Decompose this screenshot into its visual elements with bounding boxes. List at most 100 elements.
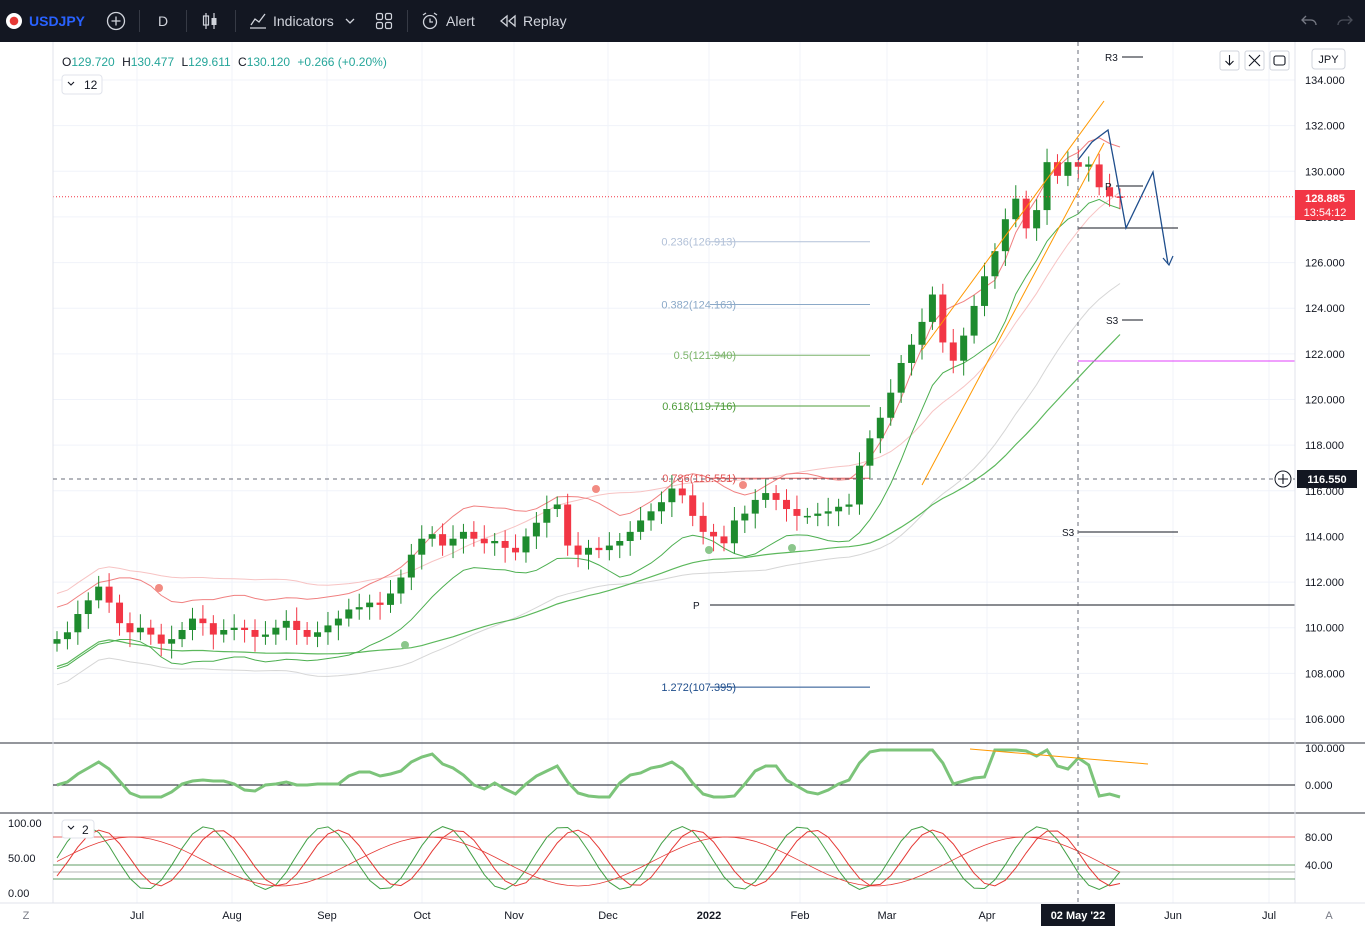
price-tick-label: 118.000 xyxy=(1305,440,1344,452)
pivot-label: S3 xyxy=(1106,316,1119,327)
low-value: 129.611 xyxy=(188,55,231,69)
redo-button[interactable] xyxy=(1336,0,1354,42)
candle-body xyxy=(814,513,822,516)
candle-body xyxy=(418,538,426,555)
candle-body xyxy=(689,495,697,516)
replay-label: Replay xyxy=(523,13,567,29)
time-axis[interactable]: Jul Aug Sep Oct Nov Dec 2022 Feb Mar Apr Jun Jul xyxy=(130,910,1276,922)
price-axis[interactable]: 134.000132.000130.000128.000126.000124.0… xyxy=(1305,75,1345,726)
candle-body xyxy=(136,627,144,633)
rsi-pane[interactable]: 100.000 0.000 xyxy=(53,743,1345,799)
candle-body xyxy=(960,335,968,361)
plus-icon xyxy=(1278,474,1288,484)
replay-button[interactable]: Replay xyxy=(499,0,567,42)
pane-move-down-button[interactable] xyxy=(1219,50,1240,71)
candle-body xyxy=(512,547,520,553)
candle-body xyxy=(199,618,207,624)
candle-body xyxy=(241,627,249,630)
candle-body xyxy=(314,632,322,637)
time-tick-label: Dec xyxy=(598,910,618,922)
expand-icon xyxy=(1248,54,1261,67)
indicators-icon xyxy=(250,13,266,29)
timezone-button[interactable]: Z xyxy=(23,910,30,922)
indicators-button[interactable]: Indicators xyxy=(248,0,356,42)
pivot-label: S3 xyxy=(1062,528,1075,539)
rewind-icon xyxy=(499,14,516,28)
symbol-selector[interactable]: USDJPY xyxy=(6,0,85,42)
pivot-label: R3 xyxy=(1105,53,1118,64)
candle-body xyxy=(845,504,853,507)
plus-circle-icon xyxy=(106,11,126,31)
divider xyxy=(139,10,140,32)
projection-path xyxy=(1077,128,1169,265)
auto-scale-button[interactable]: A xyxy=(1325,910,1333,922)
ohlc-legend: O129.720 H130.477 L129.611 C130.120 +0.2… xyxy=(62,55,387,69)
drawings[interactable]: R3 P S3 S3 P xyxy=(53,53,1295,649)
divergence-line xyxy=(969,748,1149,765)
time-tick-label: Sep xyxy=(317,910,337,922)
indicators-collapse-button[interactable]: 12 xyxy=(61,74,103,95)
candle-body xyxy=(783,499,791,510)
candle-body xyxy=(449,538,457,546)
fibonacci-retracement[interactable]: 0.236(126.913) 0.382(124.163) 0.5(121.940)… xyxy=(661,237,870,694)
window-icon xyxy=(1273,55,1286,66)
flag-icon xyxy=(6,13,22,29)
crosshair-add-button[interactable] xyxy=(1274,470,1292,488)
indicator-count: 12 xyxy=(84,78,98,92)
price-tick-label: 130.000 xyxy=(1305,166,1345,178)
signal-dot xyxy=(705,546,713,554)
add-symbol-button[interactable] xyxy=(106,0,126,42)
candle-body xyxy=(1043,162,1051,211)
candle-body xyxy=(803,515,811,518)
alert-button[interactable]: Alert xyxy=(420,0,475,42)
stoch-k-line xyxy=(56,825,1121,891)
candle-body xyxy=(272,627,280,635)
stochastic-pane[interactable]: 100.00 50.00 0.00 80.00 40.00 xyxy=(8,818,1333,900)
candle-body xyxy=(991,251,999,277)
candle-body xyxy=(251,629,259,637)
price-tick-label: 122.000 xyxy=(1305,349,1345,361)
candle-body xyxy=(84,600,92,615)
fib-level-label: 0.382(124.163) xyxy=(661,299,736,311)
interval-button[interactable]: D xyxy=(158,0,168,42)
currency-button[interactable]: JPY xyxy=(1311,48,1346,70)
stoch-left-tick-label: 50.00 xyxy=(8,853,36,865)
candle-body xyxy=(668,488,676,503)
undo-button[interactable] xyxy=(1300,0,1318,42)
price-tick-label: 116.000 xyxy=(1305,486,1344,498)
last-price: 128.885 xyxy=(1305,193,1345,205)
candle-body xyxy=(345,609,353,619)
stoch-d-line xyxy=(56,829,1121,887)
chart-type-button[interactable] xyxy=(201,0,219,42)
price-tick-label: 124.000 xyxy=(1305,303,1345,315)
interval-label: D xyxy=(158,13,169,29)
pane-maximize-button[interactable] xyxy=(1244,50,1265,71)
candle-body xyxy=(678,488,686,496)
fib-level-label: 0.5(121.940) xyxy=(674,350,736,362)
candle-body xyxy=(168,639,176,644)
price-tick-label: 126.000 xyxy=(1305,258,1345,270)
pane-settings-button[interactable] xyxy=(1269,50,1290,71)
sub-indicators-collapse-button[interactable]: 2 xyxy=(61,819,95,839)
candle-body xyxy=(605,545,613,551)
bar-countdown: 13:54:12 xyxy=(1304,207,1347,219)
candle-body xyxy=(908,344,916,363)
candle-body xyxy=(574,545,582,555)
slow-line xyxy=(56,836,1121,887)
time-tick-label: Mar xyxy=(878,910,897,922)
time-tick-label: Feb xyxy=(791,910,810,922)
candle-body xyxy=(647,511,655,521)
price-tick-label: 106.000 xyxy=(1305,714,1345,726)
fib-level-label: 1.272(107.395) xyxy=(661,682,736,694)
time-tick-label: Jul xyxy=(1262,910,1276,922)
time-tick-label: Nov xyxy=(504,910,524,922)
grid-icon xyxy=(375,12,393,30)
candle-body xyxy=(522,536,530,553)
candle-body xyxy=(835,506,843,512)
indicators-label: Indicators xyxy=(273,13,334,29)
candle-body xyxy=(282,620,290,628)
chart-area[interactable]: 134.000132.000130.000128.000126.000124.0… xyxy=(0,42,1365,929)
fib-level-label: 0.236(126.913) xyxy=(661,237,736,249)
templates-button[interactable] xyxy=(375,0,393,42)
candle-body xyxy=(293,620,301,630)
